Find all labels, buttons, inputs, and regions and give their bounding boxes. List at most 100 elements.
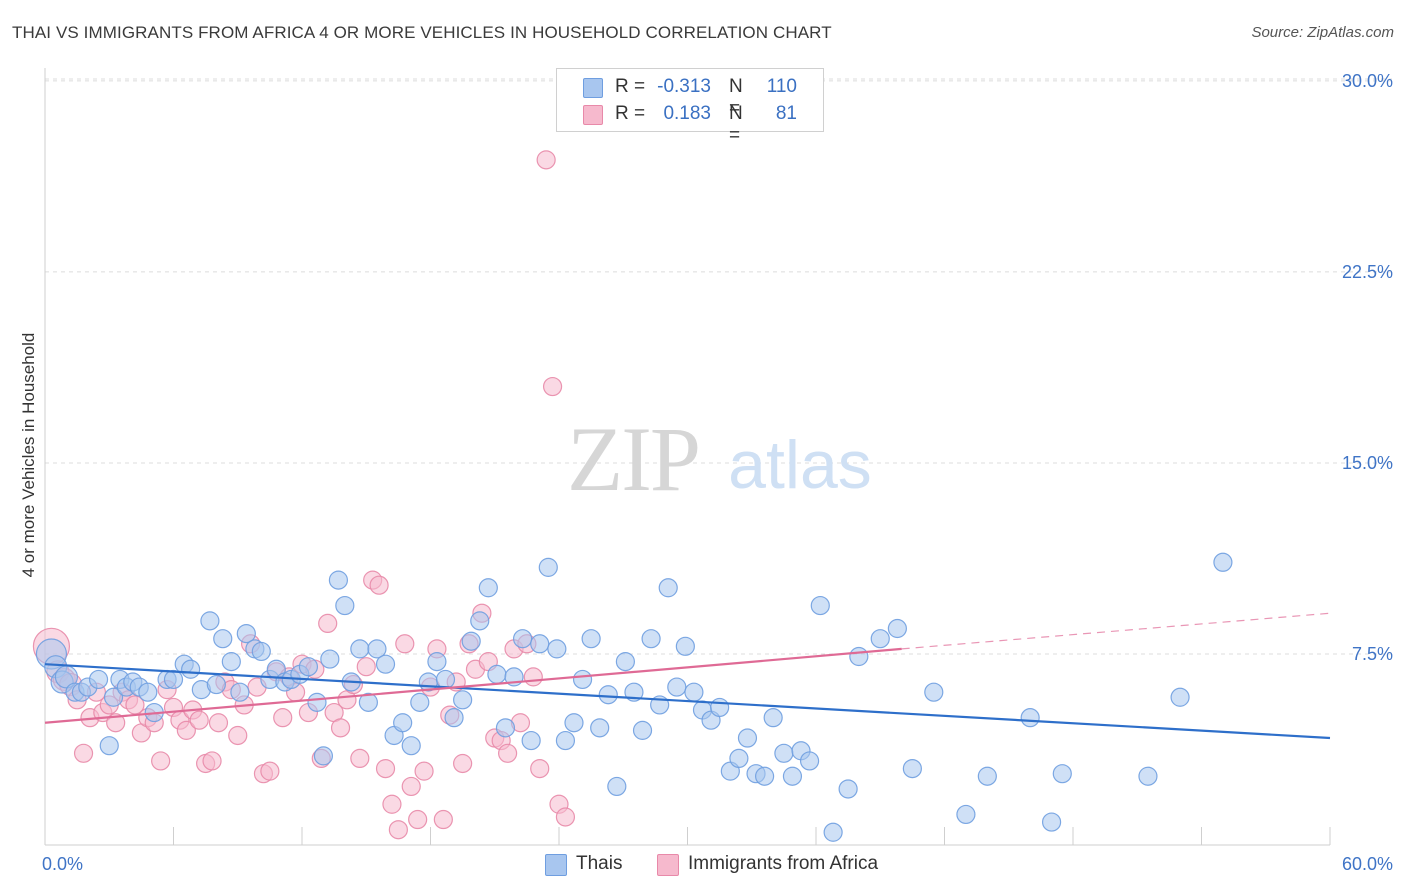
data-point	[774, 743, 794, 763]
data-point	[763, 708, 783, 728]
legend-n-value: 81	[775, 103, 797, 124]
y-tick-labels: 7.5% 15.0% 22.5% 30.0%	[1342, 71, 1393, 664]
data-point	[88, 669, 109, 690]
data-point	[1170, 687, 1190, 707]
series-thais	[35, 552, 1233, 842]
data-point	[1052, 764, 1072, 784]
data-point	[200, 611, 220, 631]
trend-lines	[44, 612, 1331, 740]
data-point	[230, 682, 250, 702]
data-point	[684, 682, 704, 702]
data-point	[103, 687, 124, 707]
data-point	[590, 718, 610, 738]
watermark: ZIP atlas	[567, 408, 872, 510]
data-point	[427, 652, 447, 672]
data-point	[251, 641, 271, 662]
data-point	[487, 664, 507, 684]
data-point	[530, 634, 550, 654]
data-point	[375, 758, 396, 779]
data-point	[307, 692, 327, 712]
data-point	[320, 649, 340, 669]
correlation-legend: R = -0.313 N = 110 R = 0.183 N = 81	[556, 68, 824, 146]
data-point	[782, 766, 803, 786]
data-point	[181, 659, 201, 679]
data-point	[106, 713, 126, 733]
data-point	[547, 639, 567, 659]
data-point	[675, 636, 695, 656]
data-point	[163, 669, 184, 690]
data-point	[607, 776, 627, 797]
data-point	[444, 708, 464, 728]
trend-line	[44, 647, 902, 724]
legend-r-label: R =	[615, 103, 646, 124]
data-point	[598, 685, 618, 705]
data-point	[202, 751, 222, 771]
data-point	[260, 761, 280, 781]
data-point	[1041, 812, 1062, 832]
data-point	[542, 376, 563, 397]
x-tick-label: 60.0%	[1342, 854, 1393, 874]
data-point	[478, 578, 498, 598]
legend-swatch-thais	[545, 854, 567, 876]
data-point	[870, 629, 890, 649]
data-point	[453, 753, 473, 774]
legend-swatch-immigrants	[657, 854, 679, 876]
legend-swatch-immigrants	[583, 105, 603, 125]
data-point	[401, 736, 421, 756]
legend-swatch-thais	[583, 78, 603, 98]
data-point	[849, 646, 869, 667]
source-label: Source: ZipAtlas.com	[1251, 24, 1394, 41]
data-point	[799, 751, 820, 771]
data-point	[73, 743, 94, 763]
data-point	[667, 677, 687, 697]
trend-line-extension	[901, 612, 1331, 650]
data-point	[367, 639, 387, 659]
data-point	[388, 820, 408, 840]
data-point	[1213, 552, 1233, 572]
data-point	[902, 758, 922, 779]
legend-r-label: R =	[615, 76, 646, 97]
data-point	[495, 718, 516, 738]
data-point	[313, 746, 334, 766]
data-point	[555, 807, 576, 827]
data-point	[536, 150, 556, 170]
series-immigrants-from-africa	[32, 150, 576, 840]
data-point	[375, 654, 396, 674]
data-point	[887, 618, 907, 639]
data-point	[538, 557, 558, 577]
data-point	[369, 575, 389, 595]
data-point	[176, 720, 196, 740]
data-point	[350, 748, 370, 769]
legend-label-thais: Thais	[576, 853, 623, 874]
y-tick-label: 30.0%	[1342, 71, 1393, 91]
data-point	[641, 629, 661, 649]
data-point	[414, 761, 434, 781]
data-point	[395, 634, 415, 654]
legend-n-value: 110	[766, 76, 797, 97]
data-point	[221, 652, 241, 672]
data-point	[977, 766, 997, 786]
legend-n-label: N =	[729, 103, 743, 146]
legend-r-value: 0.183	[663, 103, 711, 124]
data-point	[236, 623, 256, 644]
data-point	[330, 718, 351, 738]
y-tick-label: 15.0%	[1342, 453, 1393, 473]
data-point	[498, 743, 518, 763]
axes	[44, 68, 1331, 846]
data-point	[555, 730, 576, 751]
data-point	[658, 578, 678, 598]
data-point	[754, 766, 775, 786]
watermark-atlas: atlas	[728, 427, 872, 503]
y-tick-label: 22.5%	[1342, 262, 1393, 282]
data-point	[99, 736, 119, 756]
legend-n-label: N =	[729, 76, 743, 119]
data-point	[530, 758, 550, 779]
data-point	[564, 713, 584, 733]
data-point	[318, 613, 338, 634]
data-point	[410, 692, 430, 712]
data-point	[228, 725, 248, 746]
data-point	[213, 629, 233, 649]
data-point	[1020, 708, 1040, 728]
y-axis-label: 4 or more Vehicles in Household	[19, 332, 38, 578]
